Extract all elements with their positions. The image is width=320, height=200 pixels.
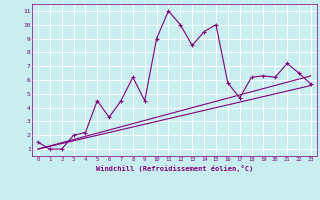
X-axis label: Windchill (Refroidissement éolien,°C): Windchill (Refroidissement éolien,°C) (96, 165, 253, 172)
